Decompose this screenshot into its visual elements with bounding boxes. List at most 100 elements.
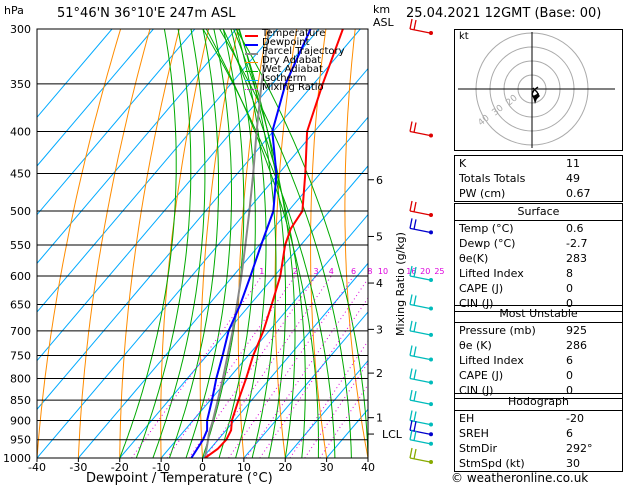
wind-barb-flag: [413, 346, 417, 357]
wind-barb-flag: [413, 219, 417, 230]
wind-barb: [409, 377, 431, 384]
mixing-ratio-line: [204, 275, 332, 458]
wind-barb-dot: [429, 357, 433, 362]
x-tick-label: 30: [320, 461, 334, 474]
x-axis-title: Dewpoint / Temperature (°C): [86, 471, 273, 486]
wind-barb-flag: [409, 18, 413, 30]
wind-barb-flag: [413, 390, 417, 402]
mixing-ratio-tick-label: 4: [329, 267, 334, 276]
wind-barb-flag: [413, 321, 417, 333]
isotherm-line: [243, 311, 368, 458]
datetime-title: 25.04.2021 12GMT (Base: 00): [406, 6, 602, 21]
wind-barb-flag: [409, 368, 413, 379]
wind-barb-dot: [429, 277, 433, 282]
index-row: θe(K) 283: [459, 252, 587, 265]
x-tick-label: -20: [111, 461, 129, 474]
indices-hodograph-box: Hodograph EH -20 SREH 6 StmDir 292° StmSpd …: [454, 393, 623, 472]
wind-barb-flag: [409, 294, 413, 305]
mixing-ratio-axis-title: Mixing Ratio (g/kg): [394, 232, 407, 336]
index-row: Pressure (mb) 925: [459, 324, 587, 337]
wind-barb: [409, 354, 431, 361]
wind-barb-dot: [429, 306, 433, 311]
wind-barb: [409, 275, 431, 281]
wind-barb: [409, 419, 431, 426]
mixing-ratio-line: [289, 340, 368, 458]
isotherm-line: [202, 262, 368, 458]
wind-barbs: [409, 18, 433, 464]
wet-adiabat-line: [168, 29, 219, 458]
wind-barb-flag: [413, 369, 417, 380]
legend-swatch: [245, 71, 258, 72]
wind-barb-dot: [429, 230, 433, 235]
dry-adiabat-line: [77, 29, 151, 458]
index-row: SREH 6: [459, 427, 573, 440]
wind-barb-flag: [409, 447, 413, 459]
index-row: Temp (°C) 0.6: [459, 222, 584, 235]
wind-barb-dot: [429, 133, 433, 138]
dry-adiabat-line: [37, 29, 122, 458]
wind-barb-flag: [409, 121, 413, 132]
pressure-tick-label: 800: [10, 372, 31, 385]
wind-barb: [409, 227, 431, 234]
legend-swatch: [245, 53, 258, 55]
x-tick-label: -30: [69, 461, 87, 474]
km-tick-label: 2: [376, 367, 383, 380]
hodograph-unit: kt: [459, 31, 469, 42]
index-row: Dewp (°C) -2.7: [459, 237, 588, 250]
pressure-tick-label: 550: [10, 239, 31, 252]
wind-barb-dot: [429, 432, 433, 437]
mixing-ratio-tick-label: 10: [378, 267, 388, 276]
isotherm-line: [37, 29, 278, 313]
wind-barb-flag: [413, 266, 417, 278]
profiles: [190, 29, 344, 458]
wind-barb-flag: [409, 410, 413, 421]
index-row: StmDir 292°: [459, 442, 593, 455]
pressure-tick-label: 850: [10, 394, 31, 407]
legend-swatch: [245, 80, 258, 81]
dry-adiabat-line: [411, 29, 451, 458]
wind-barb-flag: [413, 448, 417, 460]
wind-barb-dot: [429, 380, 433, 385]
pressure-tick-label: 300: [10, 23, 31, 36]
parcel-trajectory-line: [204, 29, 271, 458]
legend-swatch: [245, 62, 258, 63]
isotherm-line: [37, 29, 113, 119]
mixing-ratio-tick-label: 6: [351, 267, 356, 276]
legend-swatch: [245, 35, 258, 37]
wind-barb-dot: [429, 402, 433, 407]
asl-label: ASL: [373, 16, 394, 29]
mixing-ratio-tick-label: 3: [314, 267, 319, 276]
hodograph-ring-label: 20: [505, 93, 520, 108]
indices-surface-box: Surface Temp (°C) 0.6 Dewp (°C) -2.7 θe(K)…: [454, 203, 623, 312]
pressure-tick-label: 900: [10, 414, 31, 427]
section-title-hodograph: Hodograph: [455, 394, 622, 411]
wind-barb: [409, 429, 431, 435]
x-tick-label: 10: [237, 461, 251, 474]
wind-barb-flag: [413, 421, 417, 432]
x-tick-label: 40: [361, 461, 375, 474]
km-tick-label: 3: [376, 323, 383, 336]
wind-barb-flag: [413, 430, 417, 441]
wind-barb: [409, 330, 431, 336]
wind-barb-flag: [413, 122, 417, 133]
hodograph-panel: kt 20 30 40: [454, 29, 623, 151]
mixing-ratio-line: [228, 275, 354, 458]
wind-barb-dot: [429, 213, 433, 218]
wind-barb-dot: [429, 441, 433, 446]
section-title-most-unstable: Most Unstable: [455, 306, 622, 323]
wind-barb-flag: [409, 345, 413, 356]
index-row: Lifted Index 8: [459, 267, 573, 280]
mixing-ratio-line: [188, 275, 317, 458]
isotherm-line: [37, 29, 196, 216]
pressure-tick-label: 450: [10, 167, 31, 180]
isotherm-line: [37, 29, 237, 265]
km-tick-label: 4: [376, 277, 383, 290]
index-row: CAPE (J) 0: [459, 369, 573, 382]
axes: 1234681016202530035040045050055060065070…: [3, 23, 445, 474]
index-row: CIN (J) 0: [459, 297, 573, 310]
wind-barb-dot: [429, 422, 433, 427]
km-tick-label: 1: [376, 412, 383, 425]
y-axis-unit: hPa: [4, 4, 24, 17]
pressure-tick-label: 350: [10, 78, 31, 91]
